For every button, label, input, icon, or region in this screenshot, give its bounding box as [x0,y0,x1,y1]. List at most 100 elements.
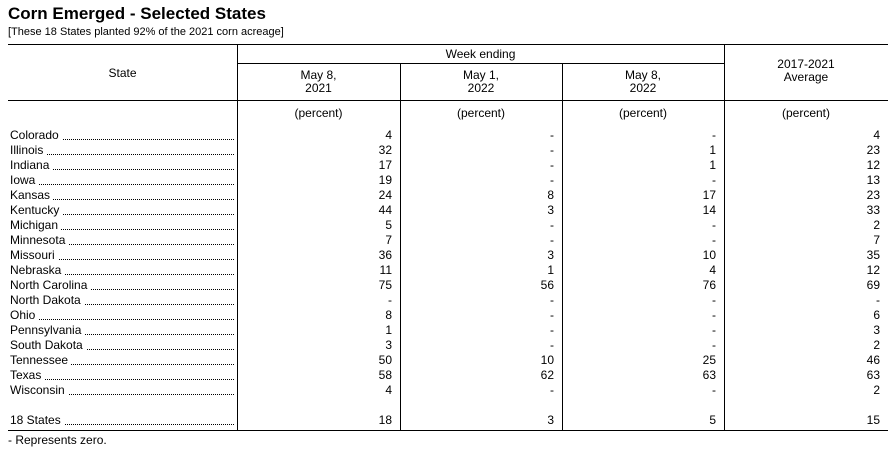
column-header: 2022 [629,81,657,95]
column-header: 2022 [467,81,495,95]
cell: 2 [873,383,880,397]
unit-label: (percent) [294,106,343,120]
cell: 2 [873,338,880,352]
cell: 25 [702,353,716,367]
cell: 17 [702,188,716,202]
cell: 15 [866,413,880,427]
leader [12,319,234,320]
unit-label: (percent) [618,106,668,120]
title: Corn Emerged - Selected States [8,4,266,23]
leader [12,214,234,215]
cell: 19 [378,173,392,187]
cell: 63 [702,368,716,382]
cell: 13 [866,173,880,187]
column-header: May 8, [624,68,661,82]
unit-label: (percent) [456,106,506,120]
leader [12,244,234,245]
state-name: 18 States [10,413,64,427]
cell: - [550,293,554,307]
rule [8,44,888,45]
cell: 36 [378,248,392,262]
cell: 4 [709,263,716,277]
cell: 69 [866,278,880,292]
cell: 3 [547,203,554,217]
column-header: State [108,66,137,80]
column-header: 2017-2021 [777,57,835,71]
state-name: Pennsylvania [10,323,85,337]
cell: 5 [709,413,716,427]
cell: - [550,383,554,397]
cell: 1 [709,158,716,172]
cell: - [550,158,554,172]
group-header: Week ending [445,47,516,61]
cell: - [712,218,716,232]
leader [12,424,234,425]
rule [562,63,563,430]
cell: - [712,233,716,247]
cell: - [388,293,392,307]
cell: 23 [866,188,880,202]
cell: 6 [873,308,880,322]
cell: 3 [547,413,554,427]
leader [12,169,234,170]
cell: 3 [385,338,392,352]
cell: 33 [866,203,880,217]
leader [12,184,234,185]
cell: 23 [866,143,880,157]
leader [12,139,234,140]
cell: 62 [540,368,554,382]
cell: - [550,218,554,232]
cell: 4 [385,128,392,142]
cell: 32 [378,143,392,157]
cell: - [876,293,880,307]
state-name: Texas [10,368,45,382]
state-name: Ohio [10,308,39,322]
column-header: May 1, [462,68,499,82]
cell: 1 [547,263,554,277]
unit-label: (percent) [781,106,831,120]
cell: 1 [709,143,716,157]
cell: 8 [385,308,392,322]
cell: - [550,233,554,247]
footnote: - Represents zero. [8,433,107,447]
state-name: North Carolina [10,278,91,292]
state-name: Wisconsin [10,383,68,397]
cell: - [550,143,554,157]
state-name: Colorado [10,128,62,142]
cell: - [712,308,716,322]
leader [12,364,234,365]
cell: - [712,323,716,337]
state-name: South Dakota [10,338,86,352]
cell: - [712,128,716,142]
cell: 1 [385,323,392,337]
cell: 2 [873,218,880,232]
leader [12,394,234,395]
state-name: Indiana [10,158,53,172]
state-name: Michigan [10,218,62,232]
rule [8,100,888,101]
cell: - [550,338,554,352]
cell: 17 [378,158,392,172]
cell: 5 [385,218,392,232]
cell: 8 [547,188,554,202]
rule [237,44,238,430]
cell: 63 [866,368,880,382]
cell: 10 [540,353,554,367]
state-name: Tennessee [10,353,72,367]
cell: 7 [873,233,880,247]
rule [237,63,724,64]
cell: - [550,128,554,142]
column-header: Average [783,70,829,84]
state-name: Nebraska [10,263,65,277]
cell: - [712,338,716,352]
leader [12,199,234,200]
cell: 35 [866,248,880,262]
cell: 10 [702,248,716,262]
leader [12,259,234,260]
cell: - [550,308,554,322]
state-name: Minnesota [10,233,69,247]
cell: 56 [540,278,554,292]
leader [12,334,234,335]
cell: - [550,173,554,187]
cell: 75 [378,278,392,292]
